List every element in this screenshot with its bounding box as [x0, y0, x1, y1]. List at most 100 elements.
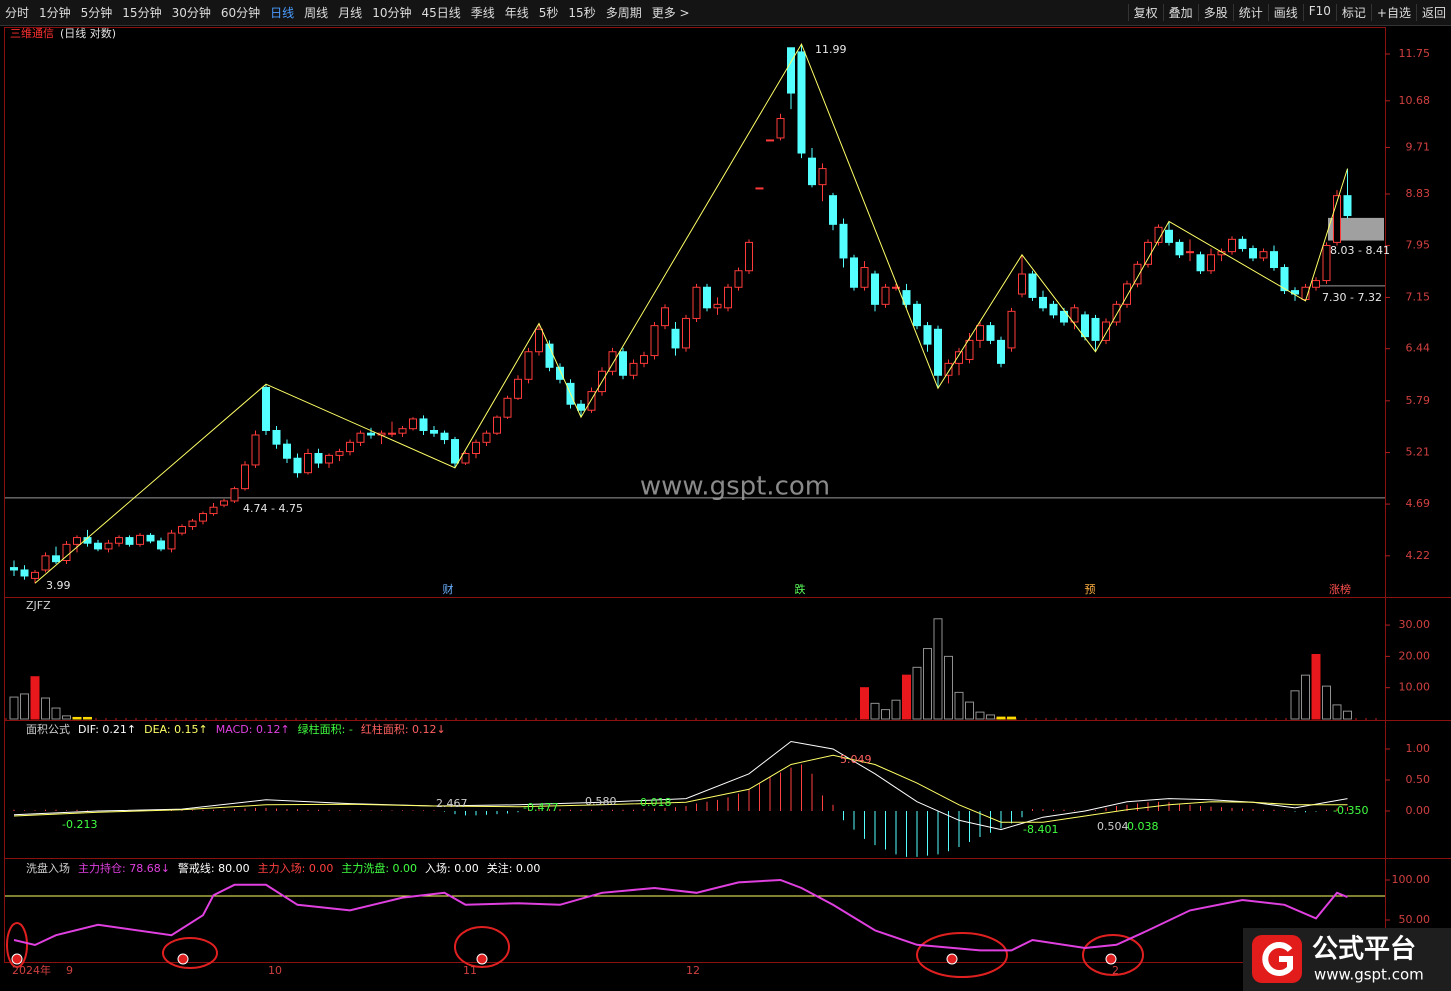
- x-tick-label: 2: [1112, 964, 1119, 977]
- candle-body: [1039, 296, 1047, 309]
- toolbar-button[interactable]: 分时: [5, 6, 30, 20]
- toolbar-button[interactable]: 1分钟: [39, 6, 71, 20]
- candle-body: [965, 339, 974, 360]
- bar: [933, 618, 943, 720]
- candle-body: [52, 555, 60, 563]
- toolbar-button[interactable]: 60分钟: [220, 6, 261, 20]
- candle-body: [535, 328, 543, 353]
- candle-body: [524, 351, 533, 380]
- toolbar-button[interactable]: 45日线: [421, 6, 461, 20]
- candle-body: [797, 51, 806, 154]
- toolbar-button[interactable]: 周线: [304, 6, 329, 20]
- circle: [1082, 934, 1144, 976]
- toolbar-button[interactable]: 返回: [1415, 4, 1451, 21]
- candle-body: [157, 540, 165, 550]
- candle-body: [325, 454, 333, 464]
- toolbar-button[interactable]: 多股: [1197, 4, 1233, 21]
- toolbar-button[interactable]: +自选: [1370, 4, 1416, 21]
- toolbar-button[interactable]: 5分钟: [80, 6, 113, 20]
- toolbar-button[interactable]: 统计: [1232, 4, 1268, 21]
- candle-body: [1165, 229, 1173, 243]
- candle-body: [892, 286, 900, 289]
- toolbar-button[interactable]: 年线: [504, 6, 529, 20]
- legend: 面积公式 DIF: 0.21↑ DEA: 0.15↑ MACD: 0.12↑ 绿柱面积:…: [26, 722, 446, 736]
- candle-body: [976, 325, 984, 341]
- toolbar-button[interactable]: 日线: [270, 6, 295, 20]
- candle-body: [955, 351, 963, 364]
- candle-body: [1228, 238, 1236, 253]
- candle-body: [577, 403, 585, 411]
- legend-item: MACD: 0.12↑: [216, 723, 290, 736]
- candle-body: [346, 441, 354, 453]
- bar: [83, 716, 92, 720]
- candle-body: [178, 526, 186, 534]
- x-tick-label: 9: [66, 964, 73, 977]
- annotation: 3.99: [46, 579, 71, 592]
- candle-body: [692, 286, 701, 319]
- legend-item: 主力入场: 0.00: [258, 861, 334, 875]
- legend-item: 入场: 0.00: [425, 861, 479, 875]
- candle-body: [461, 452, 470, 464]
- legend-item: 警戒线: 80.00: [178, 861, 250, 875]
- candle-body: [997, 339, 1005, 364]
- toolbar-button[interactable]: 15分钟: [122, 6, 162, 20]
- toolbar-button[interactable]: 复权: [1127, 4, 1163, 21]
- bar: [1343, 710, 1352, 720]
- toolbar-button[interactable]: 月线: [338, 6, 363, 20]
- candle-body: [115, 537, 123, 544]
- bar: [954, 691, 964, 720]
- bar: [870, 702, 880, 720]
- area-label: 5.049: [840, 753, 872, 766]
- candle-body: [493, 416, 501, 434]
- candle-body: [703, 286, 711, 309]
- candle-body: [167, 532, 176, 550]
- x-tick-label: 2024年: [12, 963, 51, 977]
- candle-body: [913, 303, 921, 327]
- legend-item: 面积公式: [26, 723, 70, 736]
- bar: [72, 716, 82, 720]
- toolbar-button[interactable]: 多周期: [605, 6, 642, 20]
- toolbar-button[interactable]: F10: [1302, 4, 1336, 21]
- toolbar-button[interactable]: 15秒: [568, 6, 596, 20]
- y-tick-label: 4.69: [1406, 497, 1431, 510]
- y-tick-label: 7.95: [1406, 238, 1431, 251]
- candle-body: [31, 571, 39, 579]
- x-tick-label: 12: [686, 964, 700, 977]
- area-label: -0.350: [1333, 804, 1368, 817]
- icon: [946, 953, 958, 965]
- candle-body: [1259, 251, 1268, 259]
- candle-body: [104, 542, 113, 550]
- candle-body: [923, 325, 932, 345]
- toolbar-button[interactable]: 标记: [1335, 4, 1371, 21]
- bar: [912, 666, 922, 720]
- legend-item: 红柱面积: 0.12↓: [361, 722, 446, 736]
- event-marker: 跌: [795, 582, 806, 596]
- bar: [1290, 690, 1300, 720]
- candle-body: [62, 543, 71, 562]
- frame: [4, 27, 1451, 963]
- candle-body: [199, 513, 207, 522]
- toolbar-button[interactable]: 5秒: [538, 6, 559, 20]
- candle-body: [1060, 310, 1068, 323]
- candle-body: [419, 418, 428, 431]
- logo-url: www.gspt.com: [1314, 966, 1424, 984]
- bar: [41, 697, 50, 720]
- bar: [1311, 653, 1321, 720]
- candle-body: [818, 168, 827, 186]
- toolbar-button[interactable]: 画线: [1267, 4, 1303, 21]
- bar: [996, 716, 1006, 720]
- bar: [1322, 685, 1331, 720]
- toolbar-button[interactable]: 季线: [470, 6, 495, 20]
- y-tick-label: 0.00: [1406, 804, 1431, 817]
- logo: 公式平台 www.gspt.com: [1243, 928, 1451, 991]
- candle-body: [262, 386, 270, 431]
- toolbar-button[interactable]: 10分钟: [372, 6, 412, 20]
- toolbar-button[interactable]: 叠加: [1162, 4, 1198, 21]
- toolbar-button[interactable]: 30分钟: [171, 6, 211, 20]
- y-tick-label: 5.21: [1406, 446, 1431, 459]
- candle-body: [713, 303, 722, 309]
- toolbar-button[interactable]: 更多 >: [651, 6, 690, 20]
- candle-body: [587, 391, 596, 411]
